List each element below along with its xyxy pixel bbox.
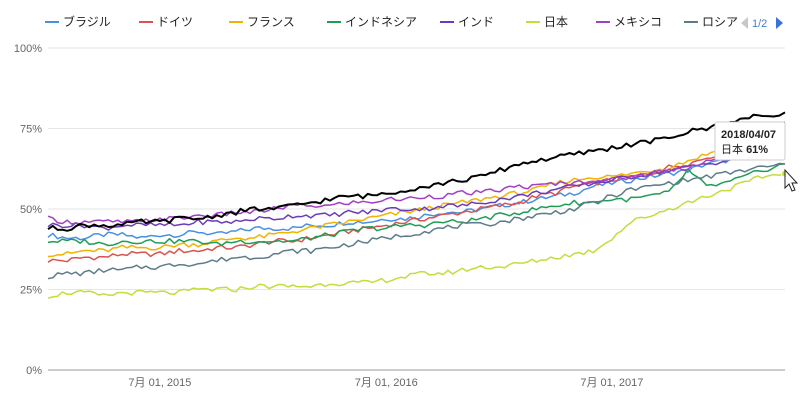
cursor-icon [784,168,799,192]
legend-entry[interactable]: インド [458,15,494,29]
tooltip-box [714,121,786,161]
pager-next-icon[interactable] [776,17,783,29]
tooltip-series: 日本 61% [721,142,768,156]
legend-pager: 1/2 [741,17,783,30]
series-lines [47,111,786,299]
legend-entry[interactable]: ドイツ [157,15,193,29]
legend-entry[interactable]: ロシア [702,15,738,29]
legend-entry[interactable]: メキシコ [614,15,662,29]
legend-entry[interactable]: インドネシア [345,15,417,29]
series-line [47,121,786,263]
series-line [47,162,786,280]
series-line [47,111,786,232]
series-line [47,163,786,247]
legend: ブラジル ドイツ フランス インドネシア インド 日本 メキシコ ロシア [45,14,738,29]
series-line [47,145,786,241]
y-axis: 0% 25% 50% 75% 100% [14,43,42,377]
tooltip-date: 2018/04/07 [721,129,776,141]
legend-entry[interactable]: フランス [247,15,295,29]
y-tick-label: 50% [20,204,42,216]
y-tick-label: 25% [20,285,42,297]
x-tick-label: 7月 01, 2016 [355,377,418,389]
series-line [47,127,786,258]
x-axis: 7月 01, 2015 7月 01, 2016 7月 01, 2017 [128,377,643,389]
y-tick-label: 75% [20,124,42,136]
y-tick-label: 100% [14,43,42,55]
pager-prev-icon[interactable] [741,17,748,29]
series-line [47,137,786,225]
series-line [47,172,786,299]
legend-entry[interactable]: ブラジル [63,14,111,29]
x-tick-label: 7月 01, 2015 [128,377,191,389]
x-tick-label: 7月 01, 2017 [580,377,643,389]
y-tick-label: 0% [26,365,42,377]
pager-label: 1/2 [752,18,767,30]
legend-entry[interactable]: 日本 [544,15,568,29]
tooltip-value: 61% [746,144,768,156]
